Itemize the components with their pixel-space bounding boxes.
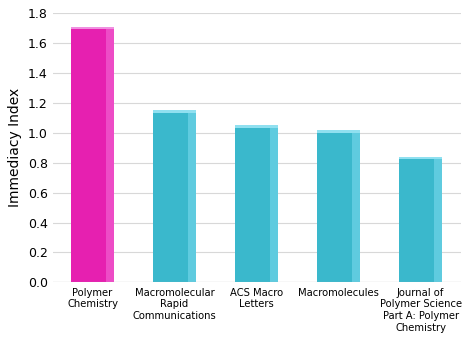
Bar: [235, 125, 278, 128]
Bar: [352, 130, 360, 282]
Bar: [235, 125, 278, 282]
Bar: [106, 27, 114, 282]
Bar: [317, 130, 360, 282]
Bar: [188, 110, 196, 282]
Bar: [153, 110, 196, 113]
Bar: [71, 27, 114, 282]
Bar: [71, 27, 114, 29]
Y-axis label: Immediacy Index: Immediacy Index: [9, 88, 22, 207]
Bar: [270, 125, 278, 282]
Bar: [399, 157, 442, 160]
Bar: [153, 110, 196, 282]
Bar: [434, 157, 442, 282]
Bar: [399, 157, 442, 282]
Bar: [317, 130, 360, 133]
